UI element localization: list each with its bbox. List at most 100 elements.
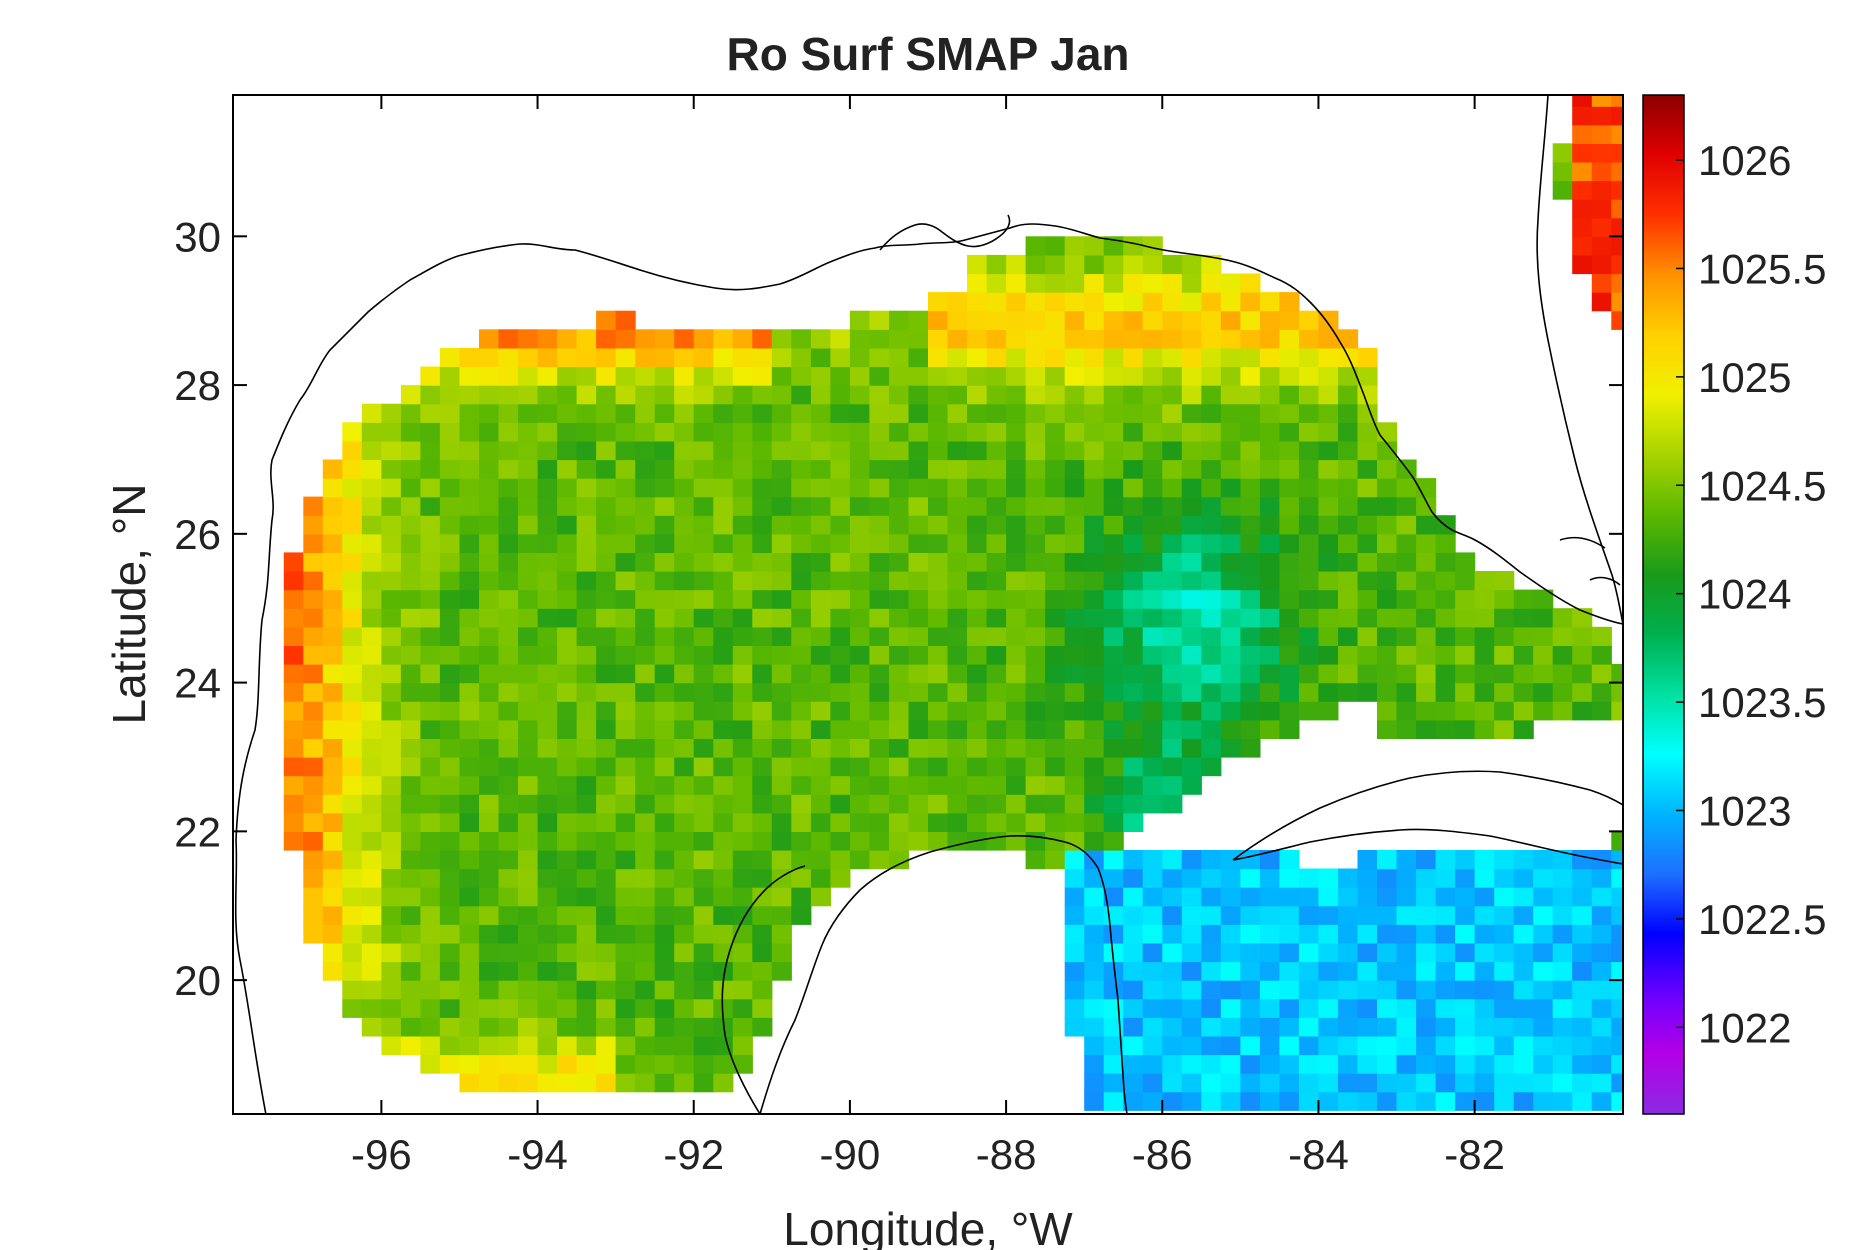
heatmap-cell [1338,961,1359,981]
heatmap-cell [1591,961,1612,981]
heatmap-cell [693,366,714,386]
heatmap-cell [771,515,792,535]
heatmap-cell [654,1054,675,1074]
heatmap-cell [1123,1017,1144,1037]
heatmap-cell [928,310,949,330]
heatmap-cell [1181,403,1202,423]
heatmap-cell [1318,440,1339,461]
heatmap-cell [1338,459,1359,479]
heatmap-cell [498,831,519,851]
heatmap-cell [674,645,695,665]
heatmap-cell [537,645,558,665]
heatmap-cell [342,868,363,888]
heatmap-cell [518,831,539,851]
heatmap-cell [693,385,714,405]
heatmap-cell [849,403,870,423]
heatmap-cell [557,347,578,368]
heatmap-cell [1240,868,1261,888]
heatmap-cell [615,701,636,721]
heatmap-cell [1064,440,1085,461]
heatmap-cell [1103,403,1124,423]
heatmap-cell [1298,664,1319,684]
heatmap-cell [498,552,519,572]
heatmap-cell [810,440,831,461]
heatmap-cell [361,478,382,498]
heatmap-cell [1396,571,1417,591]
heatmap-cell [1103,664,1124,684]
heatmap-cell [1201,682,1222,702]
heatmap-cell [615,422,636,442]
heatmap-cell [1357,850,1378,870]
heatmap-cell [479,347,500,368]
heatmap-cell [342,645,363,665]
heatmap-cell [1494,961,1515,981]
heatmap-cell [1259,682,1280,702]
heatmap-cell [322,496,343,516]
heatmap-cell [381,1035,402,1056]
heatmap-cell [693,589,714,609]
heatmap-cell [596,626,617,646]
heatmap-cell [303,719,324,739]
heatmap-cell [1455,701,1476,721]
heatmap-cell [1201,1054,1222,1074]
heatmap-cell [1084,347,1105,368]
heatmap-cell [1103,496,1124,516]
heatmap-cell [1455,1073,1476,1093]
heatmap-cell [986,571,1007,591]
heatmap-cell [342,478,363,498]
x-tick-label: -88 [976,1131,1037,1178]
heatmap-cell [537,459,558,479]
heatmap-cell [576,366,597,386]
coastline-campeche [721,865,806,1114]
heatmap-cell [1123,1073,1144,1093]
heatmap-cell [1064,571,1085,591]
heatmap-cell [615,1035,636,1056]
heatmap-cell [1162,608,1183,628]
heatmap-cell [1201,626,1222,646]
heatmap-cell [947,775,968,795]
heatmap-cell [1162,868,1183,888]
heatmap-cell [596,459,617,479]
heatmap-cell [928,533,949,553]
heatmap-cell [1572,868,1593,888]
heatmap-cell [1220,385,1241,405]
heatmap-cell [674,980,695,1000]
heatmap-cell [361,422,382,442]
heatmap-cell [1396,701,1417,721]
heatmap-cell [1103,775,1124,795]
heatmap-cell [576,757,597,777]
heatmap-cell [1279,422,1300,442]
heatmap-cell [537,980,558,1000]
heatmap-cell [1298,422,1319,442]
heatmap-cell [1103,887,1124,907]
heatmap-cell [849,626,870,646]
heatmap-cell [1474,682,1495,702]
heatmap-cell [1552,645,1573,665]
heatmap-cell [537,571,558,591]
heatmap-cell [654,998,675,1018]
heatmap-cell [1318,887,1339,907]
heatmap-cell [1103,942,1124,963]
heatmap-cell [1338,645,1359,665]
heatmap-cell [1416,850,1437,870]
colorbar [1642,94,1685,1115]
heatmap-cell [1220,1073,1241,1093]
heatmap-cell [1552,626,1573,646]
heatmap-cell [1357,1054,1378,1074]
heatmap-cell [1279,850,1300,870]
heatmap-cell [479,329,500,349]
heatmap-cell [849,478,870,498]
heatmap-cell [479,366,500,386]
heatmap-cell [1123,775,1144,795]
heatmap-cell [771,719,792,739]
heatmap-cell [1494,1091,1515,1111]
heatmap-cell [947,812,968,832]
heatmap-cell [869,366,890,386]
y-tick-label: 22 [174,808,221,855]
heatmap-cell [1220,292,1241,312]
heatmap-cell [537,775,558,795]
heatmap-cell [1572,95,1593,107]
heatmap-cell [654,887,675,907]
heatmap-cell [713,366,734,386]
heatmap-cell [771,478,792,498]
